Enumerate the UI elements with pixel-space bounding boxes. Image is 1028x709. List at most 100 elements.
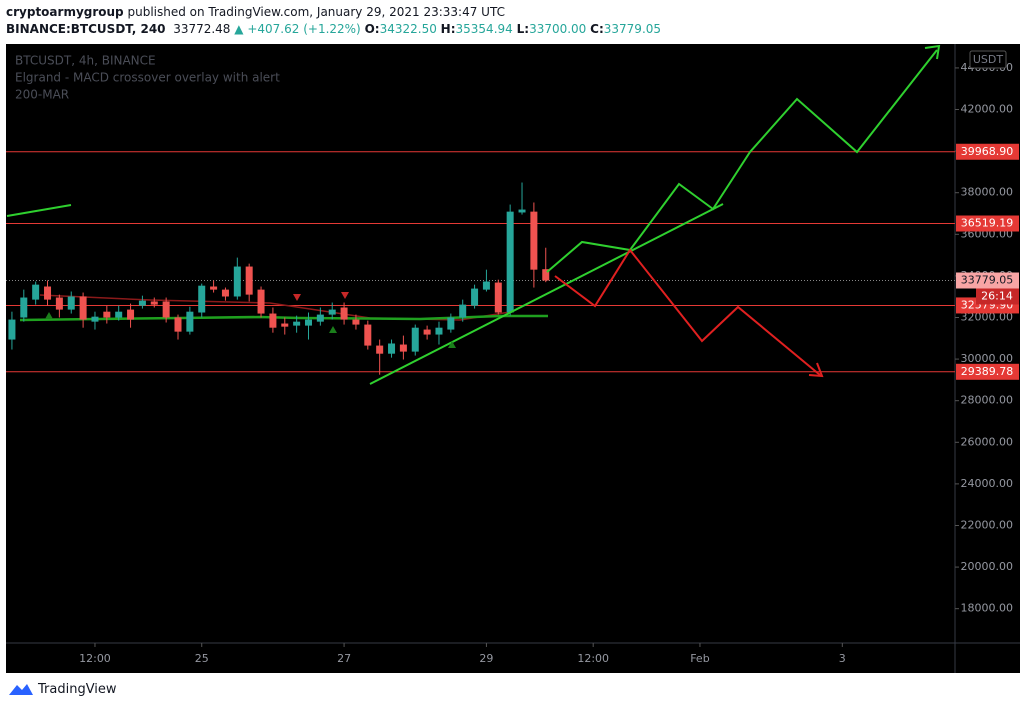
- x-tick-label: 25: [195, 652, 209, 665]
- candle-body: [103, 311, 111, 318]
- quote-line: BINANCE:BTCUSDT, 240 33772.48 ▲ +407.62 …: [6, 22, 662, 36]
- last-price-tag: [956, 272, 1019, 289]
- logo: [9, 684, 33, 695]
- trend-line: [6, 204, 72, 217]
- candle-body: [293, 321, 301, 326]
- candle-body: [471, 288, 479, 306]
- buy-signal: [45, 312, 53, 319]
- candle-body: [210, 286, 218, 290]
- y-tick-label: 22000.00: [961, 518, 1014, 531]
- arrow-head: [808, 362, 824, 378]
- candle-body: [399, 344, 407, 352]
- bearish-path: [554, 248, 821, 376]
- x-tick-label: 12:00: [79, 652, 111, 665]
- low-label: L:: [516, 22, 530, 36]
- publish-line: cryptoarmygroup published on TradingView…: [6, 4, 661, 21]
- candle-body: [364, 324, 372, 346]
- y-tick-label: 20000.00: [961, 560, 1014, 573]
- candle-body: [423, 329, 431, 335]
- countdown: 26:14: [981, 289, 1013, 302]
- buy-signal: [448, 341, 456, 348]
- candle-body: [482, 281, 490, 290]
- candle-body: [459, 304, 467, 318]
- candle-body: [174, 317, 182, 332]
- level-tag: [956, 215, 1019, 232]
- candle-body: [530, 211, 538, 270]
- candle-body: [281, 323, 289, 327]
- level-tag: [956, 363, 1019, 380]
- candle-body: [150, 301, 158, 305]
- candle-body: [506, 211, 514, 313]
- published: published on TradingView.com, January 29…: [127, 5, 505, 19]
- unit-box[interactable]: [969, 50, 1007, 69]
- candle-body: [55, 297, 63, 310]
- brand: TradingView: [38, 681, 117, 697]
- high-label: H:: [440, 22, 456, 36]
- candle-body: [411, 327, 419, 352]
- price: 33772.48: [173, 22, 231, 36]
- last-price-label: 33779.05: [961, 273, 1014, 286]
- candle-body: [376, 345, 384, 354]
- candle-body: [447, 317, 455, 330]
- x-tick-label: 12:00: [577, 652, 609, 665]
- open: 34322.50: [379, 22, 437, 36]
- candle-body: [340, 307, 348, 320]
- y-tick-label: 26000.00: [961, 435, 1014, 448]
- x-tick-label: 3: [839, 652, 846, 665]
- x-tick-label: 27: [337, 652, 351, 665]
- chart-background: [6, 44, 1020, 673]
- candle-body: [162, 301, 170, 318]
- y-tick-label: 38000.00: [961, 186, 1014, 199]
- low: 33700.00: [529, 22, 587, 36]
- chart-title: BTCUSDT, 4h, BINANCE: [15, 54, 156, 68]
- candle-body: [388, 343, 396, 354]
- y-tick-label: 18000.00: [961, 602, 1014, 615]
- candle-body: [245, 266, 253, 295]
- symbol: BINANCE:BTCUSDT, 240: [6, 22, 166, 36]
- candle-body: [233, 266, 241, 297]
- candle-body: [20, 297, 28, 318]
- countdown-tag: [976, 288, 1019, 305]
- candle-body: [8, 319, 16, 340]
- candle-body: [67, 296, 75, 310]
- candle-body: [44, 286, 52, 300]
- arrow-head: [924, 44, 941, 60]
- header: cryptoarmygroup published on TradingView…: [6, 4, 661, 38]
- sell-signal: [341, 292, 349, 299]
- trend-line: [369, 203, 724, 385]
- footer: TradingView: [8, 681, 117, 697]
- candle-body: [316, 314, 324, 322]
- candle-body: [304, 319, 312, 326]
- open-label: O:: [364, 22, 380, 36]
- level-label: 29389.78: [961, 365, 1014, 378]
- y-tick-label: 42000.00: [961, 103, 1014, 116]
- candle-body: [542, 269, 550, 281]
- candle-body: [221, 289, 229, 297]
- candle-body: [138, 300, 146, 306]
- candle-body: [352, 319, 360, 325]
- candle-body: [269, 313, 277, 328]
- y-tick-label: 32000.00: [961, 311, 1014, 324]
- x-tick-label: Feb: [690, 652, 709, 665]
- candle-body: [198, 285, 206, 313]
- x-tick-label: 29: [479, 652, 493, 665]
- high: 35354.94: [455, 22, 513, 36]
- indicator-name: 200-MAR: [15, 88, 69, 102]
- candle-body: [435, 327, 443, 335]
- candle-body: [494, 282, 502, 313]
- candle-body: [91, 316, 99, 322]
- candle-body: [32, 284, 40, 300]
- candle-body: [79, 296, 87, 320]
- y-tick-label: 24000.00: [961, 477, 1014, 490]
- bullish-path: [546, 49, 938, 273]
- indicator-name: Elgrand - MACD crossover overlay with al…: [15, 71, 280, 85]
- unit-label[interactable]: USDT: [973, 53, 1004, 66]
- y-tick-label: 28000.00: [961, 394, 1014, 407]
- buy-signal: [329, 326, 337, 333]
- level-label: 36519.19: [961, 217, 1014, 230]
- candle-body: [518, 209, 526, 213]
- sell-signal: [293, 294, 301, 301]
- close-label: C:: [590, 22, 604, 36]
